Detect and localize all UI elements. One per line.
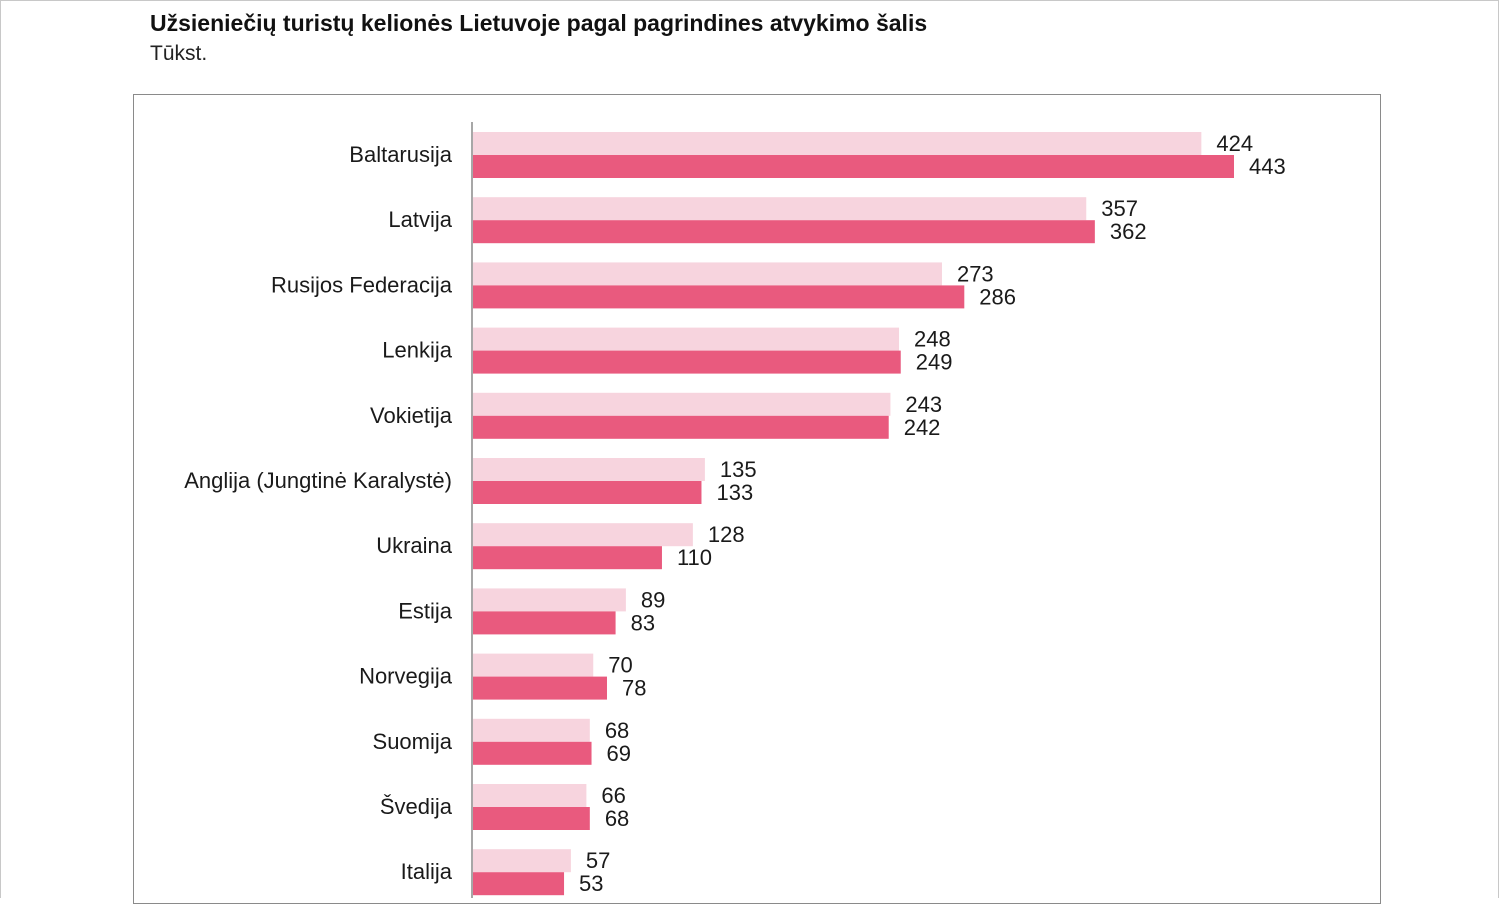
bar-series-2 bbox=[473, 872, 565, 896]
data-label: 110 bbox=[677, 545, 712, 570]
data-label: 66 bbox=[601, 783, 625, 808]
data-label: 286 bbox=[979, 284, 1016, 309]
data-label: 273 bbox=[957, 261, 994, 286]
category-label: Anglija (Jungtinė Karalystė) bbox=[184, 468, 452, 493]
data-label: 443 bbox=[1249, 154, 1286, 179]
data-label: 357 bbox=[1101, 196, 1138, 221]
bar-series-2 bbox=[473, 285, 965, 309]
category-label: Ukraina bbox=[376, 533, 453, 558]
category-label: Norvegija bbox=[359, 664, 453, 689]
bars-group bbox=[473, 132, 1234, 896]
bar-series-2 bbox=[473, 415, 889, 439]
data-label: 362 bbox=[1110, 219, 1147, 244]
bar-series-1 bbox=[473, 784, 587, 807]
data-label: 68 bbox=[605, 806, 629, 831]
bar-series-1 bbox=[473, 718, 590, 742]
chart-title: Užsieniečių turistų kelionės Lietuvoje p… bbox=[150, 10, 928, 36]
data-label: 89 bbox=[641, 587, 665, 612]
data-label: 53 bbox=[579, 871, 603, 896]
category-label: Italija bbox=[401, 859, 453, 884]
bar-series-2 bbox=[473, 546, 662, 570]
bar-series-2 bbox=[473, 741, 592, 765]
data-label: 70 bbox=[608, 653, 632, 678]
chart-subtitle: Tūkst. bbox=[150, 42, 208, 65]
category-label: Lenkija bbox=[382, 338, 452, 363]
bar-series-2 bbox=[473, 676, 607, 700]
bar-series-1 bbox=[473, 458, 705, 481]
data-label: 243 bbox=[905, 392, 942, 417]
data-label: 78 bbox=[622, 676, 646, 701]
bar-series-2 bbox=[473, 155, 1234, 178]
data-label: 242 bbox=[904, 415, 941, 440]
data-label: 68 bbox=[605, 718, 629, 743]
category-label: Estija bbox=[398, 598, 453, 623]
bar-series-1 bbox=[473, 653, 594, 677]
bar-series-1 bbox=[473, 327, 900, 351]
bar-series-1 bbox=[473, 523, 693, 547]
bar-series-1 bbox=[473, 262, 942, 286]
bar-series-1 bbox=[473, 588, 626, 612]
bar-series-2 bbox=[473, 481, 702, 504]
category-label: Baltarusija bbox=[349, 142, 452, 167]
data-label: 133 bbox=[716, 480, 753, 505]
bar-series-1 bbox=[473, 197, 1087, 221]
data-label: 57 bbox=[586, 848, 610, 873]
category-label: Rusijos Federacija bbox=[271, 272, 453, 297]
category-label: Latvija bbox=[388, 207, 452, 232]
category-label: Vokietija bbox=[370, 403, 453, 428]
bar-series-2 bbox=[473, 611, 616, 635]
data-label: 248 bbox=[914, 327, 951, 352]
bar-series-1 bbox=[473, 392, 891, 416]
data-label: 69 bbox=[607, 741, 631, 766]
data-label: 128 bbox=[708, 522, 745, 547]
category-label: Švedija bbox=[380, 794, 453, 819]
category-label: Suomija bbox=[373, 729, 453, 754]
data-label: 424 bbox=[1216, 131, 1253, 156]
bar-series-2 bbox=[473, 807, 590, 830]
bar-series-1 bbox=[473, 849, 571, 873]
data-label: 135 bbox=[720, 457, 757, 482]
bar-series-2 bbox=[473, 350, 901, 374]
bar-series-1 bbox=[473, 132, 1202, 155]
data-label: 249 bbox=[916, 350, 953, 375]
data-label: 83 bbox=[631, 610, 655, 635]
bar-series-2 bbox=[473, 220, 1095, 244]
